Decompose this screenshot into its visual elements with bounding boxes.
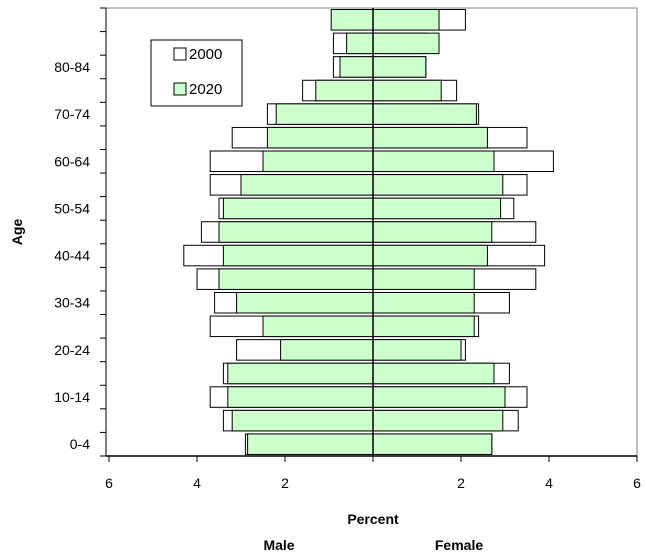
bar-female-2020-15-19: [372, 362, 495, 385]
legend: 2000 2020: [150, 39, 243, 107]
x-axis-title: Percent: [347, 511, 399, 527]
bar-female-2020-20-24: [372, 339, 462, 361]
bar-female-2020-35-39: [372, 268, 475, 290]
legend-box: [150, 39, 243, 107]
bar-male-2020-5-9: [231, 409, 374, 432]
y-tick-label: 60-64: [54, 153, 90, 169]
bar-male-2020-60-64: [262, 150, 374, 173]
bar-male-2020-10-14: [227, 386, 374, 408]
bar-female-2020-90-94: [372, 9, 440, 31]
bar-female-2020-0-4: [372, 433, 493, 455]
legend-label-2020: 2020: [189, 81, 222, 98]
bar-female-2020-70-74: [372, 103, 477, 125]
bar-male-2020-65-69: [266, 126, 374, 149]
bar-female-2020-45-49: [372, 221, 493, 243]
legend-label-2000: 2000: [189, 46, 222, 63]
y-tick-label: 40-44: [54, 248, 90, 264]
bar-female-2020-5-9: [372, 409, 504, 432]
bar-male-2020-45-49: [218, 221, 374, 243]
bar-male-2020-55-59: [240, 174, 374, 196]
bar-male-2020-15-19: [227, 362, 374, 385]
bar-female-2020-50-54: [372, 197, 502, 220]
bar-male-2020-40-44: [222, 244, 374, 267]
bar-female-2020-25-29: [372, 315, 475, 338]
bar-female-2020-75-79: [372, 79, 442, 102]
legend-swatch-2020: [173, 82, 187, 96]
y-tick-label: 70-74: [54, 106, 90, 122]
bar-male-2020-50-54: [222, 197, 374, 220]
labels-layer: 6 4 2 2 4 6 0-4 10-14 20-24 30-34 40-44 50-54 60-64 7…: [54, 59, 641, 491]
x-tick-label: 6: [633, 475, 641, 491]
y-tick-label: 20-24: [54, 342, 90, 358]
y-axis-title: Age: [9, 219, 25, 246]
bar-male-2020-80-84: [339, 56, 374, 78]
bars-layer: [183, 9, 554, 455]
x-tick-label: 6: [105, 475, 113, 491]
bar-female-2020-60-64: [372, 150, 495, 173]
legend-swatch-2000: [173, 47, 187, 61]
x-tick-label: 4: [545, 475, 553, 491]
bar-male-2020-35-39: [218, 268, 374, 290]
bar-male-2020-85-89: [346, 32, 374, 55]
female-label: Female: [435, 537, 483, 553]
y-tick-label: 0-4: [70, 436, 90, 452]
male-label: Male: [263, 537, 294, 553]
bar-male-2020-0-4: [247, 433, 374, 455]
bar-male-2020-90-94: [330, 9, 374, 31]
y-tick-label: 50-54: [54, 200, 90, 216]
bar-male-2020-70-74: [275, 103, 374, 125]
y-tick-label: 80-84: [54, 59, 90, 75]
x-tick-label: 2: [457, 475, 465, 491]
bar-male-2020-20-24: [280, 339, 374, 361]
x-tick-label: 2: [281, 475, 289, 491]
bar-female-2020-55-59: [372, 174, 504, 196]
axes-layer: [100, 7, 638, 462]
bar-female-2020-40-44: [372, 244, 488, 267]
bar-male-2020-30-34: [236, 291, 374, 314]
bar-female-2020-10-14: [372, 386, 506, 408]
bar-female-2020-80-84: [372, 56, 427, 78]
bar-female-2020-85-89: [372, 32, 440, 55]
y-tick-label: 30-34: [54, 295, 90, 311]
y-tick-label: 10-14: [54, 389, 90, 405]
bar-male-2020-25-29: [262, 315, 374, 338]
bar-male-2020-75-79: [315, 79, 374, 102]
x-tick-label: 4: [193, 475, 201, 491]
bar-female-2020-30-34: [372, 291, 475, 314]
bar-female-2020-65-69: [372, 126, 488, 149]
